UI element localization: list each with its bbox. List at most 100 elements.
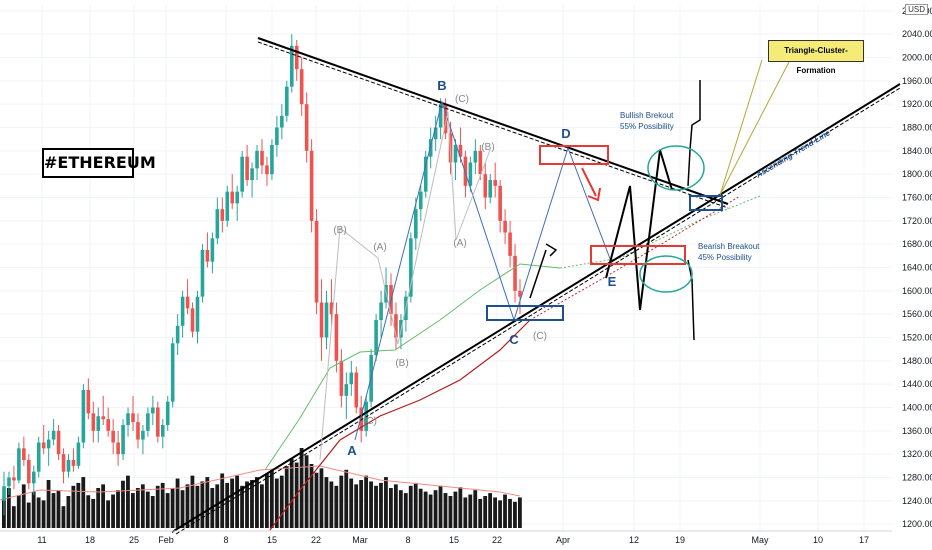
volume-bar	[304, 455, 309, 528]
volume-ma	[0, 465, 521, 501]
wave-label-minor: (C)	[533, 331, 547, 342]
x-tick-label: 8	[405, 535, 410, 545]
candle-body	[319, 302, 324, 338]
candle-body	[329, 302, 334, 315]
candle-body	[136, 422, 140, 440]
candle-body	[111, 430, 115, 443]
candle-body	[215, 209, 220, 239]
volume-bar	[364, 475, 368, 528]
volume-bar	[245, 481, 249, 528]
volume-bar	[324, 477, 329, 528]
candle-body	[86, 390, 91, 414]
candle-body	[414, 209, 418, 239]
wave-label-major: D	[561, 126, 570, 141]
volume-bar	[205, 477, 210, 528]
volume-bar	[473, 490, 478, 528]
candle-body	[324, 302, 329, 338]
x-tick-label: Feb	[158, 535, 174, 545]
candle-body	[250, 168, 254, 180]
x-tick-label: 18	[85, 535, 95, 545]
ma-red-projection	[529, 195, 741, 321]
candle-body	[185, 296, 190, 309]
volume-bar	[225, 482, 230, 528]
volume-bar	[260, 484, 264, 528]
triangle-callout: Triangle-Cluster-Formation	[768, 40, 864, 75]
volume-bar	[483, 496, 488, 528]
y-tick-label: 1680.00	[902, 239, 932, 249]
x-tick-label: 19	[675, 535, 685, 545]
trend-lines: Ascending-Trend-Line	[171, 37, 901, 535]
y-tick-label: 1920.00	[902, 99, 932, 109]
moving-averages	[264, 195, 761, 531]
candle-body	[230, 191, 235, 204]
candle-body	[170, 343, 175, 402]
volume-bar	[116, 490, 120, 528]
candle-body	[225, 191, 230, 221]
ma-green	[264, 263, 561, 471]
arrow-up-head	[545, 243, 558, 257]
volume-bar	[344, 469, 349, 528]
volume-bar	[518, 497, 522, 528]
candle-body	[76, 442, 81, 466]
y-tick-label: 1240.00	[902, 496, 932, 506]
volume-bar	[135, 488, 140, 528]
time-axis: 11 18 25 Feb 8 15 22 Mar 8 15 22 Apr 12 19 May 10 17	[0, 530, 892, 545]
wave-labels: A B C D E (B) (A) (C) (B) (C) (A) (B) (C) Bullish Bre…	[333, 78, 760, 458]
bullish-ellipse	[647, 145, 705, 191]
volume-bar	[349, 478, 354, 528]
candle-body	[106, 419, 110, 431]
y-tick-label: 1480.00	[902, 356, 932, 366]
candle-body	[121, 425, 125, 455]
y-tick-label: 1320.00	[902, 449, 932, 459]
volume-bar	[334, 485, 339, 528]
volume-bar	[408, 485, 413, 528]
candle-body	[265, 165, 269, 175]
candle-body	[27, 460, 31, 484]
volume-bar	[145, 491, 150, 528]
x-tick-label: 15	[267, 535, 277, 545]
y-tick-label: 1360.00	[902, 426, 932, 436]
candle-body	[46, 439, 51, 449]
x-tick-label: 8	[223, 535, 228, 545]
volume-bar	[493, 497, 497, 528]
volume-bar	[374, 485, 378, 528]
pattern-shapes	[319, 80, 723, 461]
volume-bar	[379, 482, 383, 528]
candle-body	[473, 150, 478, 163]
volume-bar	[111, 494, 115, 528]
volume-bar	[433, 490, 438, 528]
candle-body	[379, 302, 383, 320]
volume-bar	[393, 484, 398, 528]
y-tick-label: 1600.00	[902, 286, 932, 296]
candle-body	[394, 314, 398, 338]
candle-body	[66, 460, 71, 472]
arrow-down	[581, 167, 597, 197]
bullish-box	[689, 195, 723, 211]
wave-label-minor: (B)	[333, 225, 346, 236]
volume-bar	[255, 477, 259, 528]
candle-body	[175, 325, 180, 344]
candle-body	[488, 180, 493, 198]
x-tick-label: 15	[449, 535, 459, 545]
x-tick-label: 25	[129, 535, 139, 545]
candle-body	[71, 460, 76, 466]
bearish-path	[687, 259, 695, 341]
volume-bar	[359, 480, 364, 528]
volume-bar	[170, 488, 175, 528]
y-tick-label: 2000.00	[902, 53, 932, 63]
candle-body	[41, 442, 46, 449]
volume-bar	[51, 493, 56, 528]
volume-bar	[369, 481, 373, 528]
candle-body	[200, 250, 205, 297]
candle-body	[349, 372, 354, 385]
x-tick-label: Mar	[352, 535, 368, 545]
volume-bar	[180, 490, 185, 528]
bearish-box	[590, 245, 686, 265]
volume-bar	[165, 493, 170, 528]
candle-body	[493, 180, 497, 186]
volume-bar	[76, 482, 81, 528]
candle-body	[165, 401, 170, 425]
bullish-note-prob: 55% Possibility	[620, 122, 674, 131]
candle-body	[260, 150, 264, 166]
candle-body	[304, 104, 309, 151]
